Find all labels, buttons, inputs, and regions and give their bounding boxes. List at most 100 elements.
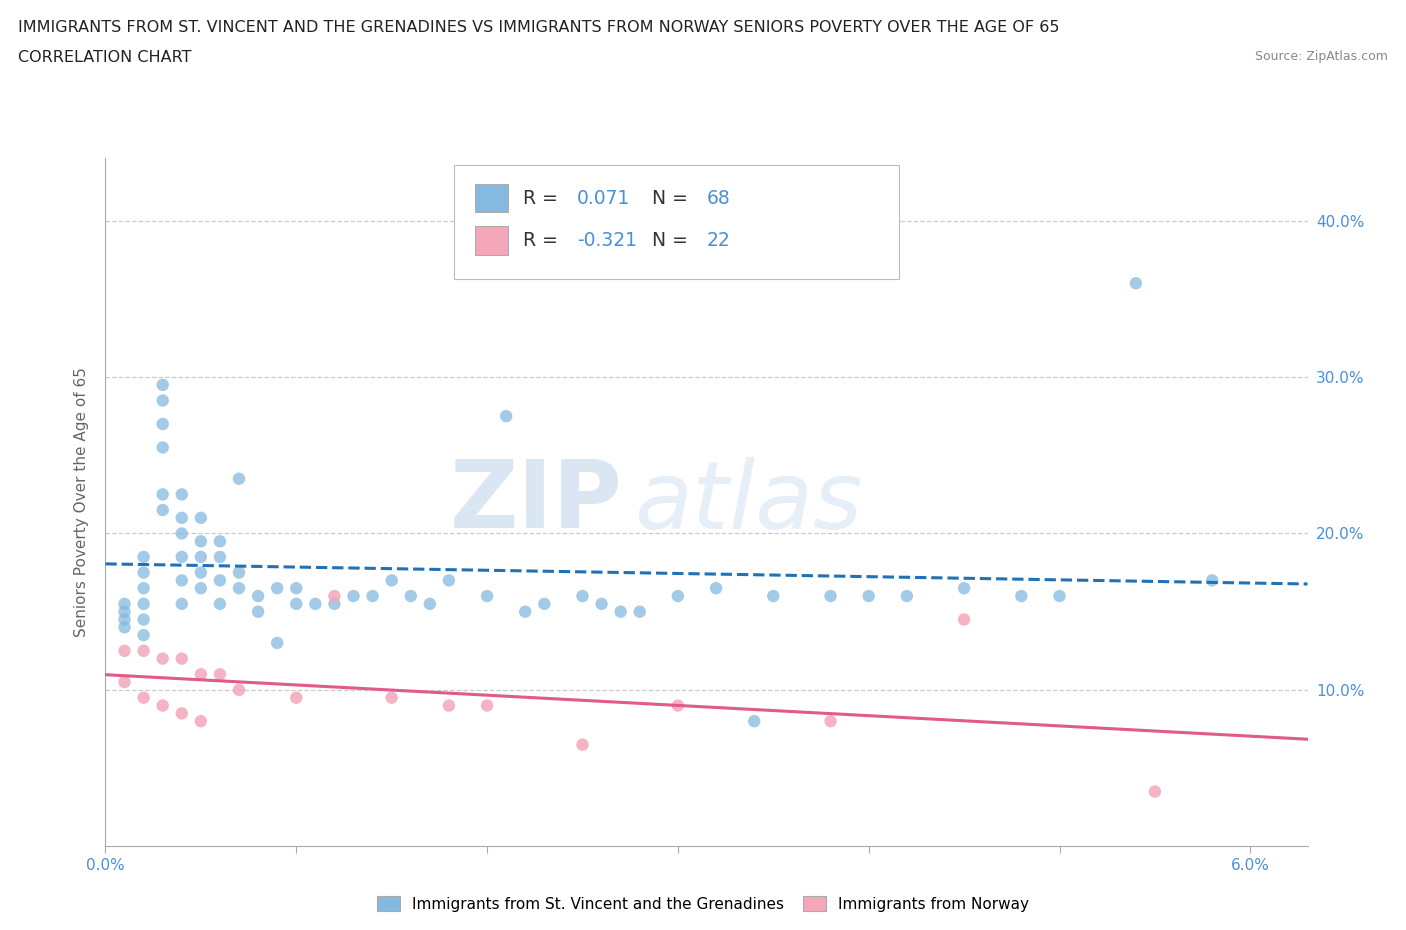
Point [114, 604, 136, 619]
Text: atlas: atlas [634, 457, 863, 548]
Point [228, 683, 250, 698]
Point [152, 651, 174, 666]
Legend: Immigrants from St. Vincent and the Grenadines, Immigrants from Norway: Immigrants from St. Vincent and the Gren… [371, 890, 1035, 918]
Point [132, 644, 155, 658]
Point [591, 596, 613, 611]
Point [190, 580, 212, 596]
Point [132, 628, 155, 643]
Bar [474, 183, 508, 212]
Point [820, 589, 842, 604]
Point [170, 706, 193, 721]
Point [114, 612, 136, 627]
Point [666, 698, 689, 713]
Point [628, 604, 651, 619]
Point [361, 589, 384, 604]
Point [437, 573, 460, 588]
Point [896, 589, 918, 604]
Point [152, 502, 174, 517]
Point [152, 698, 174, 713]
Point [953, 580, 976, 596]
Point [323, 596, 346, 611]
Point [132, 580, 155, 596]
Point [228, 472, 250, 486]
Point [475, 698, 498, 713]
Bar [474, 226, 508, 255]
Point [170, 651, 193, 666]
Point [1125, 276, 1147, 291]
Point [132, 550, 155, 565]
Point [152, 378, 174, 392]
Point [285, 596, 308, 611]
Point [475, 589, 498, 604]
Point [571, 589, 593, 604]
Point [495, 409, 517, 424]
Point [285, 690, 308, 705]
Text: IMMIGRANTS FROM ST. VINCENT AND THE GRENADINES VS IMMIGRANTS FROM NORWAY SENIORS: IMMIGRANTS FROM ST. VINCENT AND THE GREN… [18, 20, 1060, 35]
Point [132, 596, 155, 611]
Point [170, 596, 193, 611]
Point [190, 534, 212, 549]
Point [953, 612, 976, 627]
Text: R =: R = [523, 189, 564, 207]
Point [190, 713, 212, 728]
Point [266, 580, 288, 596]
Point [208, 550, 231, 565]
Point [114, 674, 136, 689]
Point [228, 580, 250, 596]
Point [132, 612, 155, 627]
Point [190, 565, 212, 580]
Point [304, 596, 326, 611]
Y-axis label: Seniors Poverty Over the Age of 65: Seniors Poverty Over the Age of 65 [75, 367, 90, 637]
Point [152, 487, 174, 502]
Text: 0.071: 0.071 [576, 189, 630, 207]
Point [208, 573, 231, 588]
Point [533, 596, 555, 611]
Point [1143, 784, 1166, 799]
Point [820, 713, 842, 728]
Point [762, 589, 785, 604]
Point [132, 565, 155, 580]
Point [170, 550, 193, 565]
Point [515, 604, 537, 619]
Point [170, 511, 193, 525]
Point [208, 534, 231, 549]
Point [571, 737, 593, 752]
Point [419, 596, 441, 611]
Point [285, 580, 308, 596]
Point [208, 596, 231, 611]
Text: -0.321: -0.321 [576, 232, 637, 250]
Text: 68: 68 [707, 189, 730, 207]
Point [266, 635, 288, 650]
Point [170, 487, 193, 502]
Point [152, 440, 174, 455]
Point [1010, 589, 1032, 604]
Point [228, 565, 250, 580]
Point [190, 667, 212, 682]
Point [666, 589, 689, 604]
Point [247, 589, 270, 604]
FancyBboxPatch shape [454, 165, 898, 279]
Point [114, 596, 136, 611]
Point [208, 667, 231, 682]
Point [1201, 573, 1223, 588]
Point [858, 589, 880, 604]
Text: Source: ZipAtlas.com: Source: ZipAtlas.com [1254, 50, 1388, 63]
Point [437, 698, 460, 713]
Point [170, 573, 193, 588]
Point [132, 690, 155, 705]
Point [190, 550, 212, 565]
Text: CORRELATION CHART: CORRELATION CHART [18, 50, 191, 65]
Point [323, 589, 346, 604]
Point [704, 580, 727, 596]
Point [381, 573, 404, 588]
Text: ZIP: ZIP [450, 457, 623, 548]
Point [342, 589, 364, 604]
Point [381, 690, 404, 705]
Text: 22: 22 [707, 232, 730, 250]
Point [152, 417, 174, 432]
Point [152, 393, 174, 408]
Point [114, 644, 136, 658]
Point [170, 526, 193, 541]
Point [609, 604, 631, 619]
Text: N =: N = [652, 232, 695, 250]
